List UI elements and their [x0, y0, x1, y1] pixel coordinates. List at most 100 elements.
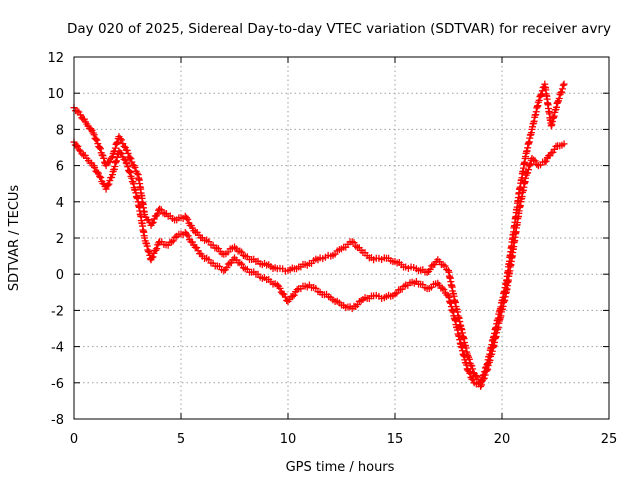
y-tick-label: 2 — [56, 232, 64, 247]
y-tick-label: 4 — [56, 196, 64, 211]
track-marker — [152, 246, 160, 254]
track-marker — [276, 284, 284, 292]
data-point — [560, 140, 568, 148]
track-marker — [350, 239, 358, 247]
track-marker — [481, 371, 489, 379]
data-point — [522, 174, 530, 182]
track-marker — [428, 262, 436, 270]
track-marker — [116, 149, 124, 157]
track-marker — [126, 154, 134, 162]
x-tick-label: 20 — [494, 432, 511, 447]
track-marker — [480, 374, 488, 382]
track-marker — [87, 125, 95, 133]
data-markers — [70, 80, 568, 390]
track-marker — [531, 157, 539, 165]
track-marker — [352, 242, 360, 250]
track-marker — [91, 163, 99, 171]
track-marker — [105, 158, 113, 166]
track-marker — [440, 285, 448, 293]
track-marker — [100, 154, 108, 162]
track-marker — [118, 150, 126, 158]
track-marker — [524, 169, 532, 177]
track-marker — [148, 254, 156, 262]
track-marker — [124, 149, 132, 157]
track-marker — [116, 135, 124, 143]
track-marker — [93, 136, 101, 144]
y-tick-label: 0 — [56, 268, 64, 283]
track-marker — [73, 107, 81, 115]
track-marker — [466, 370, 474, 378]
track-marker — [78, 150, 86, 158]
track-marker — [183, 230, 191, 238]
track-marker — [214, 245, 222, 253]
track-marker — [94, 169, 102, 177]
data-point — [102, 185, 110, 193]
track-marker — [114, 138, 122, 146]
track-marker — [239, 251, 247, 259]
track-marker — [227, 259, 235, 267]
x-tick-label: 10 — [280, 432, 297, 447]
track-marker — [550, 145, 558, 153]
track-marker — [473, 372, 481, 380]
track-marker — [126, 169, 134, 177]
track-marker — [527, 160, 535, 168]
track-marker — [193, 244, 201, 252]
data-point — [220, 267, 228, 275]
track-marker — [120, 155, 128, 163]
track-marker — [478, 381, 486, 389]
track-marker — [152, 212, 160, 220]
x-tick-label: 0 — [70, 432, 78, 447]
track-marker — [118, 136, 126, 144]
track-marker — [75, 146, 83, 154]
track-marker — [149, 218, 157, 226]
x-axis-label: GPS time / hours — [286, 460, 395, 475]
track-marker — [558, 88, 566, 96]
track-marker — [293, 286, 301, 294]
track-marker — [92, 135, 100, 143]
gridlines — [74, 57, 609, 419]
track-marker — [184, 232, 192, 240]
track-marker — [153, 210, 161, 218]
track-marker — [171, 233, 179, 241]
track-marker — [559, 81, 567, 89]
track-marker — [524, 166, 532, 174]
track-marker — [120, 142, 128, 150]
y-axis-label: SDTVAR / TECUs — [7, 185, 22, 292]
track-marker — [149, 253, 157, 261]
track-marker — [90, 131, 98, 139]
data-point — [96, 144, 104, 151]
y-tick-label: -8 — [51, 413, 64, 428]
track-marker — [479, 375, 487, 383]
track-marker — [238, 260, 246, 268]
y-tick-label: -2 — [51, 304, 64, 319]
x-tick-label: 5 — [177, 432, 185, 447]
y-tick-label: -4 — [51, 341, 64, 356]
track-marker — [183, 214, 191, 222]
track-marker — [438, 284, 446, 292]
track-marker — [238, 248, 246, 256]
track-marker — [224, 260, 232, 268]
track-marker — [526, 161, 534, 169]
track-marker — [290, 291, 298, 299]
axis-ticks — [73, 56, 610, 420]
track-marker — [133, 169, 141, 177]
track-marker — [105, 180, 113, 188]
y-tick-label: 8 — [56, 123, 64, 138]
track-marker — [542, 157, 550, 165]
x-tick-label: 25 — [601, 432, 618, 447]
track-marker — [74, 142, 82, 150]
track-marker — [289, 292, 297, 300]
series-2 — [70, 138, 568, 390]
track-marker — [131, 163, 139, 171]
chart-title: Day 020 of 2025, Sidereal Day-to-day VTE… — [67, 21, 611, 37]
track-marker — [223, 264, 231, 272]
track-marker — [127, 155, 135, 163]
track-marker — [107, 154, 115, 162]
track-marker — [96, 145, 104, 153]
series-1 — [70, 80, 568, 387]
track-marker — [106, 157, 114, 165]
track-marker — [426, 265, 434, 273]
data-point — [128, 158, 136, 166]
